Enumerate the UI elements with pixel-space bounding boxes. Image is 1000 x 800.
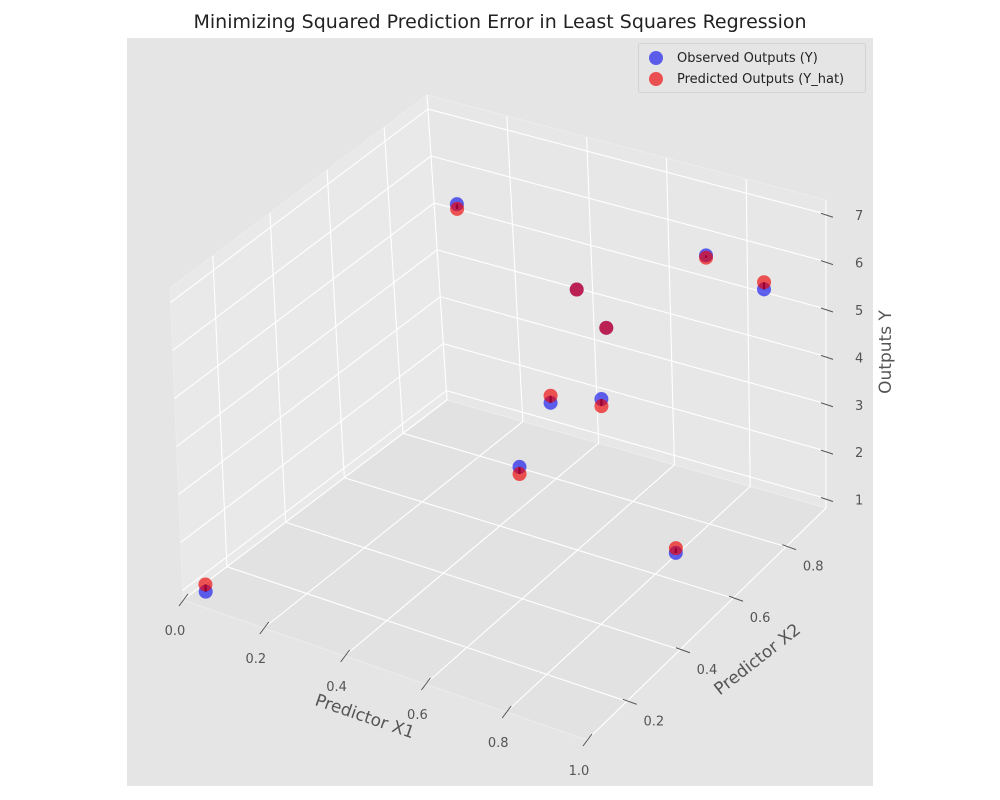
x-tick-mark <box>501 705 512 719</box>
x-tick-mark <box>178 593 189 607</box>
x-tick-mark <box>259 621 270 635</box>
x-tick-mark <box>340 649 351 663</box>
grid-line-y-wall <box>326 170 345 478</box>
grid-line-z-left <box>182 390 447 591</box>
predicted-point <box>594 399 609 414</box>
y-tick-label: 0.6 <box>750 611 771 626</box>
predicted-point <box>450 201 465 216</box>
z-tick-mark <box>820 402 834 408</box>
legend: Observed Outputs (Y) Predicted Outputs (… <box>638 43 866 93</box>
predicted-point <box>757 275 772 290</box>
x-tick-label: 0.4 <box>326 680 347 695</box>
z-tick-mark <box>820 212 834 218</box>
y-tick-mark <box>781 544 797 551</box>
legend-marker-predicted <box>649 72 663 86</box>
x-tick-label: 0.2 <box>245 652 266 667</box>
legend-label-observed: Observed Outputs (Y) <box>677 50 818 66</box>
grid-line-y-floor <box>402 432 787 548</box>
grid-line-y-wall <box>383 127 404 434</box>
y-tick-label: 0.8 <box>803 560 824 575</box>
grid-line-y-wall <box>269 212 287 523</box>
grid-line-z-right <box>446 390 827 500</box>
predicted-point <box>198 577 213 592</box>
grid-line-z-left <box>176 249 438 447</box>
grid-line-z-right <box>443 343 827 452</box>
y-tick-mark <box>622 698 638 705</box>
z-tick-mark <box>820 307 834 313</box>
grid-line-z-right <box>430 155 827 263</box>
z-tick-label: 6 <box>855 257 863 272</box>
grid-line-z-left <box>174 202 435 399</box>
grid-line-x-wall <box>745 178 751 487</box>
x-tick-mark <box>582 733 593 747</box>
grid-line-x-wall <box>506 115 524 422</box>
predicted-point <box>599 320 614 335</box>
y-tick-label: 0.4 <box>697 663 718 678</box>
grid-line-y-floor <box>285 521 681 651</box>
z-tick-mark <box>820 354 834 360</box>
grid-line-z-right <box>437 249 827 357</box>
x-tick-label: 0.0 <box>165 624 186 639</box>
grid-line-y-wall <box>212 255 228 567</box>
predicted-point <box>668 541 683 556</box>
z-tick-label: 1 <box>855 494 863 509</box>
grid-line-y-floor <box>226 566 628 702</box>
grid-line-x-wall <box>665 157 675 465</box>
y-tick-label: 0.2 <box>643 714 664 729</box>
z-axis-label: Outputs Y <box>876 310 896 394</box>
grid-line-z-left <box>170 108 429 303</box>
y-tick-mark <box>675 647 691 654</box>
grid-line-z-left <box>172 155 432 351</box>
grid-line-x-wall <box>586 136 600 444</box>
x-tick-label: 0.6 <box>407 708 428 723</box>
z-tick-label: 5 <box>855 304 863 319</box>
x-tick-label: 0.8 <box>488 736 509 751</box>
grid-line-z-left <box>180 343 444 543</box>
legend-item-observed: Observed Outputs (Y) <box>649 49 818 67</box>
predicted-point <box>699 250 714 265</box>
z-tick-mark <box>820 260 834 266</box>
legend-marker-observed <box>649 51 663 65</box>
grid-line-z-left <box>178 296 441 495</box>
predicted-point <box>569 282 584 297</box>
z-tick-label: 2 <box>855 446 863 461</box>
z-tick-label: 3 <box>855 399 863 414</box>
legend-label-predicted: Predicted Outputs (Y_hat) <box>677 71 845 87</box>
grid-line-z-right <box>440 296 827 405</box>
z-tick-label: 7 <box>855 209 863 224</box>
y-tick-mark <box>728 595 744 602</box>
predicted-point <box>543 388 558 403</box>
legend-item-predicted: Predicted Outputs (Y_hat) <box>649 70 844 88</box>
grid-line-y-floor <box>344 477 734 599</box>
chart-title: Minimizing Squared Prediction Error in L… <box>193 11 807 33</box>
z-tick-label: 4 <box>855 351 863 366</box>
z-tick-mark <box>820 497 834 502</box>
z-tick-mark <box>820 449 834 455</box>
grid-line-x-wall <box>426 94 448 401</box>
x-tick-mark <box>420 677 431 691</box>
grid-line-z-right <box>427 108 827 215</box>
x-tick-label: 1.0 <box>569 764 590 779</box>
predicted-point <box>512 467 527 482</box>
